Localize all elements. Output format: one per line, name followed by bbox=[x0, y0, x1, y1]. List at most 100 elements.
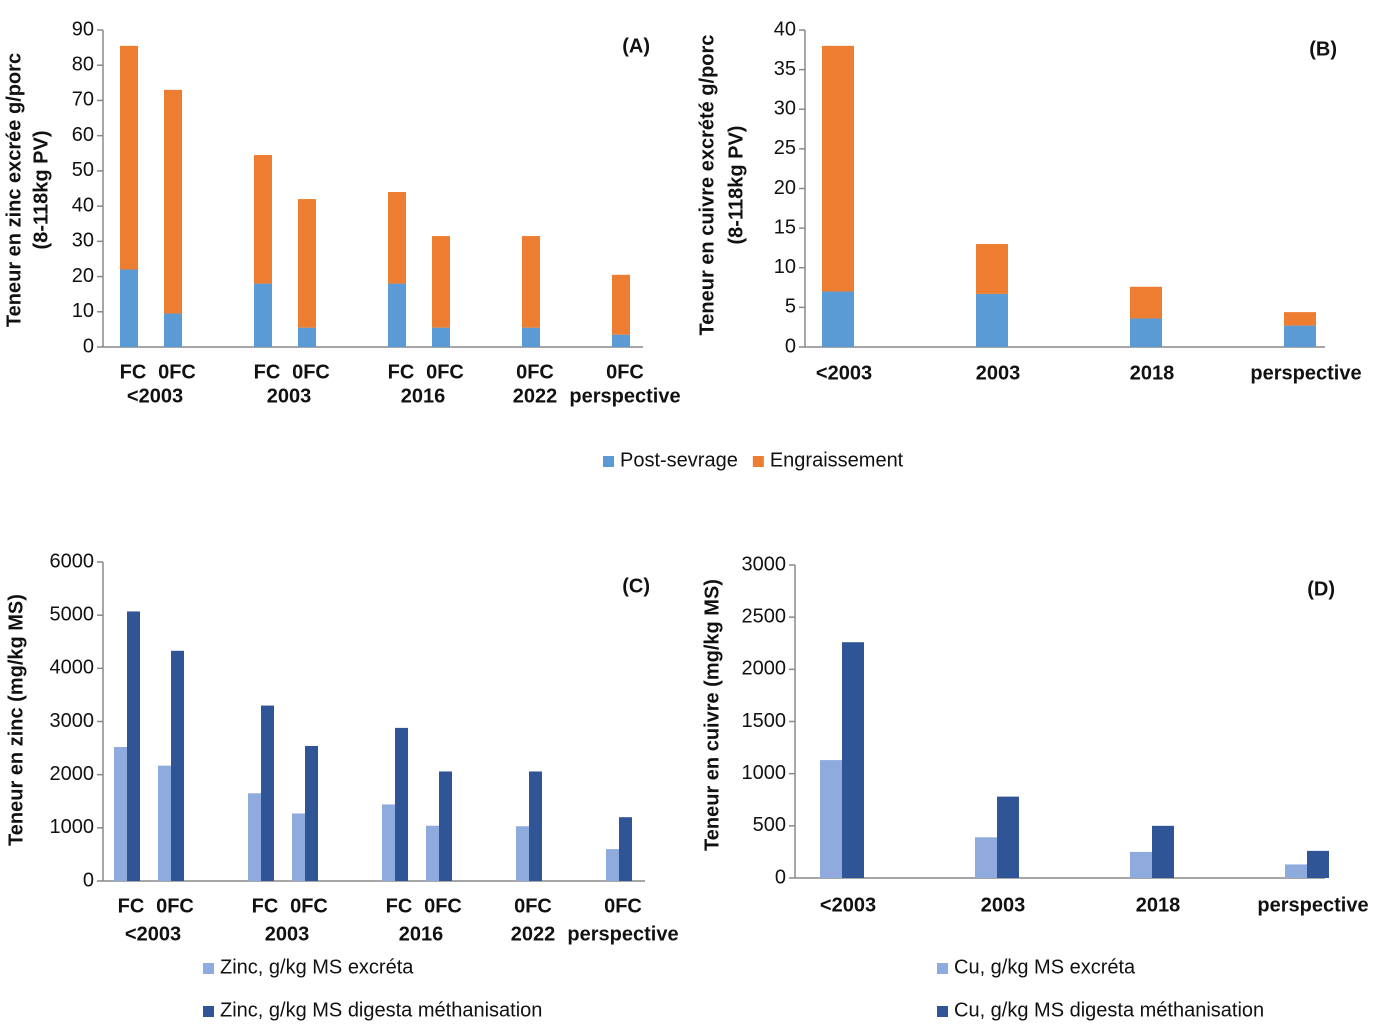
y-axis-label: (8-118kg PV) bbox=[30, 131, 52, 250]
legend-swatch bbox=[937, 1006, 948, 1017]
x-tick-label: 0FC bbox=[426, 361, 464, 383]
x-group-label: 2022 bbox=[513, 385, 558, 407]
bar bbox=[382, 804, 395, 881]
bar bbox=[1285, 864, 1307, 878]
bar bbox=[395, 727, 408, 881]
bar-segment bbox=[822, 291, 854, 347]
y-tick-label: 1500 bbox=[742, 710, 787, 732]
y-tick-label: 2000 bbox=[50, 763, 95, 785]
y-axis-label: (8-118kg PV) bbox=[725, 126, 747, 245]
x-tick-label: FC bbox=[386, 895, 413, 917]
y-tick-label: 10 bbox=[72, 300, 94, 322]
x-tick-label: <2003 bbox=[816, 362, 872, 384]
x-tick-label: 0FC bbox=[516, 361, 554, 383]
bar-segment bbox=[522, 327, 540, 347]
x-group-label: 2003 bbox=[265, 923, 310, 945]
y-tick-label: 60 bbox=[72, 124, 94, 146]
y-axis-label: Teneur en zinc (mg/kg MS) bbox=[5, 594, 27, 846]
y-tick-label: 3000 bbox=[742, 553, 787, 575]
bar bbox=[439, 771, 452, 881]
x-tick-label: 0FC bbox=[290, 895, 328, 917]
y-tick-label: 15 bbox=[774, 216, 796, 238]
x-tick-label: <2003 bbox=[820, 894, 876, 916]
x-tick-label: 2003 bbox=[981, 894, 1026, 916]
y-tick-label: 90 bbox=[72, 18, 94, 40]
x-tick-label: 2018 bbox=[1130, 362, 1175, 384]
bar-segment bbox=[254, 155, 272, 284]
bar-segment bbox=[298, 327, 316, 347]
bar-segment bbox=[164, 313, 182, 347]
x-tick-label: 0FC bbox=[156, 895, 194, 917]
bar-segment bbox=[1130, 286, 1162, 319]
bar-segment bbox=[254, 283, 272, 347]
y-axis-label: Teneur en zinc excrée g/porc bbox=[3, 53, 25, 327]
y-tick-label: 10 bbox=[774, 256, 796, 278]
x-group-label: 2016 bbox=[401, 385, 446, 407]
bar bbox=[248, 793, 261, 881]
bar bbox=[975, 837, 997, 878]
x-group-label: <2003 bbox=[127, 385, 183, 407]
bar bbox=[127, 611, 140, 881]
legend-swatch bbox=[203, 1006, 214, 1017]
y-tick-label: 20 bbox=[774, 177, 796, 199]
bar bbox=[1130, 851, 1152, 878]
x-group-label: 2016 bbox=[399, 923, 444, 945]
y-tick-label: 3000 bbox=[50, 710, 95, 732]
bar-segment bbox=[822, 45, 854, 292]
bar bbox=[292, 813, 305, 881]
y-tick-label: 35 bbox=[774, 58, 796, 80]
bar bbox=[529, 771, 542, 881]
y-tick-label: 70 bbox=[72, 89, 94, 111]
x-tick-label: FC bbox=[388, 361, 415, 383]
panel-label: (A) bbox=[622, 35, 650, 57]
y-tick-label: 5 bbox=[785, 296, 796, 318]
y-tick-label: 1000 bbox=[50, 816, 95, 838]
x-tick-label: FC bbox=[120, 361, 147, 383]
legend-label: Engraissement bbox=[770, 449, 904, 471]
bar-segment bbox=[976, 293, 1008, 347]
y-tick-label: 40 bbox=[72, 194, 94, 216]
bar bbox=[158, 765, 171, 881]
y-tick-label: 20 bbox=[72, 265, 94, 287]
bar-segment bbox=[612, 334, 630, 347]
legend-swatch bbox=[752, 456, 764, 467]
bar-segment bbox=[612, 274, 630, 335]
y-tick-label: 2500 bbox=[742, 605, 787, 627]
x-tick-label: 0FC bbox=[514, 895, 552, 917]
y-tick-label: 1000 bbox=[742, 762, 787, 784]
bar bbox=[516, 826, 529, 881]
bar bbox=[1307, 850, 1329, 878]
y-tick-label: 40 bbox=[774, 18, 796, 40]
legend-swatch bbox=[603, 456, 614, 467]
y-tick-label: 30 bbox=[774, 98, 796, 120]
x-group-label: perspective bbox=[569, 385, 680, 407]
bar-segment bbox=[120, 45, 138, 270]
bar-segment bbox=[298, 199, 316, 328]
panel-label: (B) bbox=[1309, 38, 1337, 60]
x-group-label: <2003 bbox=[125, 923, 181, 945]
y-tick-label: 25 bbox=[774, 137, 796, 159]
bar-segment bbox=[388, 283, 406, 347]
legend-swatch bbox=[203, 963, 214, 974]
legend-label: Zinc, g/kg MS digesta méthanisation bbox=[220, 999, 542, 1021]
y-tick-label: 5000 bbox=[50, 603, 95, 625]
legend-label: Zinc, g/kg MS excréta bbox=[220, 956, 414, 978]
x-group-label: perspective bbox=[567, 923, 678, 945]
panel-label: (D) bbox=[1307, 578, 1335, 600]
y-tick-label: 4000 bbox=[50, 657, 95, 679]
x-tick-label: perspective bbox=[1250, 362, 1361, 384]
bar bbox=[606, 849, 619, 881]
x-group-label: 2022 bbox=[511, 923, 556, 945]
bar bbox=[1152, 825, 1174, 878]
x-tick-label: 0FC bbox=[606, 361, 644, 383]
x-tick-label: FC bbox=[252, 895, 279, 917]
legend-label: Cu, g/kg MS digesta méthanisation bbox=[954, 999, 1264, 1021]
y-tick-label: 2000 bbox=[742, 658, 787, 680]
bar-segment bbox=[432, 236, 450, 328]
legend-label: Cu, g/kg MS excréta bbox=[954, 956, 1136, 978]
bar-segment bbox=[164, 89, 182, 314]
x-tick-label: perspective bbox=[1257, 894, 1368, 916]
bar bbox=[261, 705, 274, 881]
y-tick-label: 30 bbox=[72, 230, 94, 252]
